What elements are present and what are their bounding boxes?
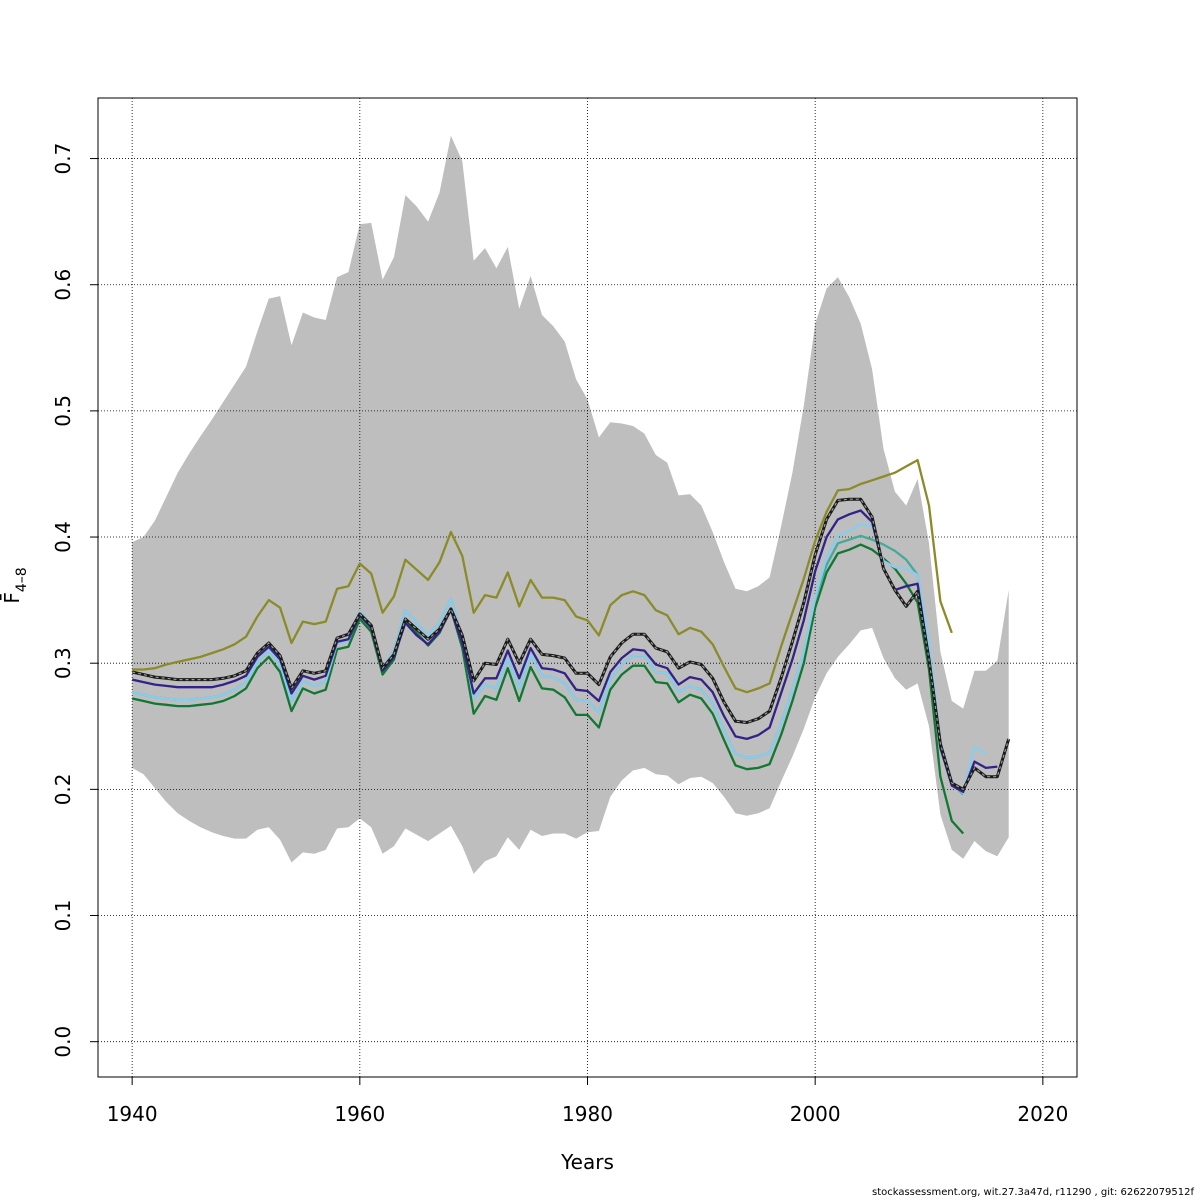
x-tick-label: 2020	[1017, 1102, 1068, 1126]
y-tick-label: 0.6	[51, 269, 75, 301]
x-axis-ticks: 1940 1960 1980 2000 2020	[107, 1077, 1068, 1126]
x-tick-label: 1980	[562, 1102, 613, 1126]
y-axis-title-main: F̄	[0, 592, 24, 604]
series-line-4	[131, 523, 987, 795]
y-tick-label: 0.1	[51, 900, 75, 932]
svg-text:F̄4–8: F̄4–8	[0, 567, 30, 603]
series-line-1	[132, 458, 953, 694]
y-tick-label: 0.4	[51, 521, 75, 553]
series-line-2	[131, 543, 965, 835]
y-tick-label: 0.3	[51, 647, 75, 679]
x-axis-title: Years	[560, 1150, 614, 1174]
y-axis-ticks: 0.0 0.1 0.2 0.3 0.4 0.5 0.6 0.7	[51, 143, 98, 1058]
grid-layer	[98, 98, 1077, 1077]
y-tick-label: 0.5	[51, 395, 75, 427]
x-tick-label: 1960	[334, 1102, 385, 1126]
y-axis-title: F̄4–8	[0, 567, 30, 603]
series-line-6-dash	[132, 498, 1010, 791]
series-line-5	[131, 509, 998, 794]
y-tick-label: 0.0	[51, 1026, 75, 1058]
y-tick-label: 0.2	[51, 773, 75, 805]
x-tick-label: 2000	[790, 1102, 841, 1126]
footer-credit: stockassessment.org, wit.27.3a47d, r1129…	[871, 1187, 1194, 1198]
y-tick-label: 0.7	[51, 143, 75, 175]
series-layer	[131, 458, 1011, 835]
confidence-band	[132, 135, 1009, 874]
y-axis-title-subscript: 4–8	[14, 567, 30, 592]
confidence-band-layer	[132, 135, 1009, 874]
x-tick-label: 1940	[107, 1102, 158, 1126]
